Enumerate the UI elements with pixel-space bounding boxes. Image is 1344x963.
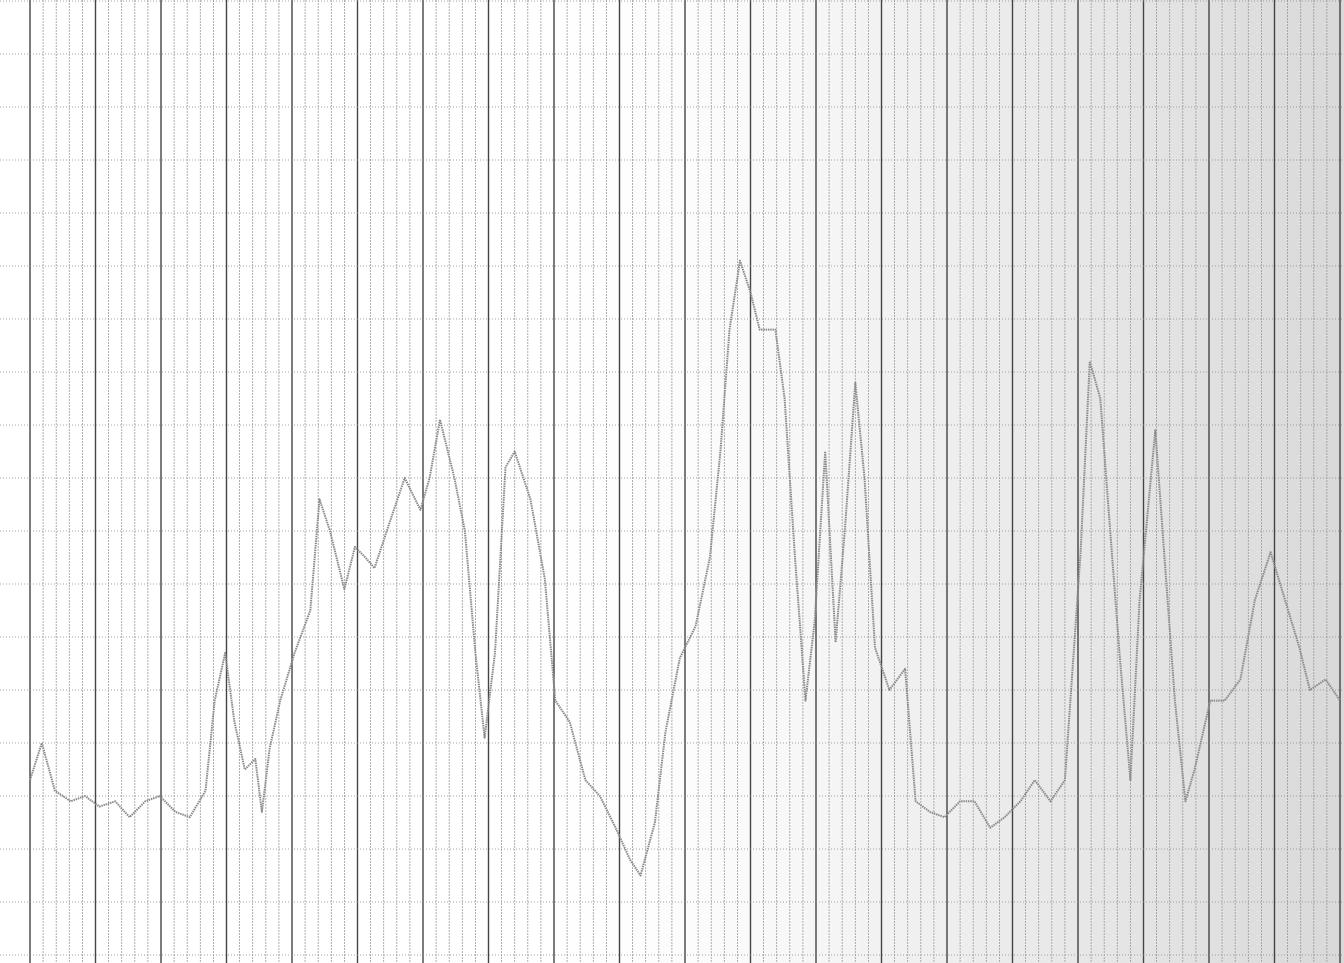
paper-shading (500, 0, 1344, 963)
trace (29, 259, 1341, 877)
plot (29, 259, 1341, 877)
